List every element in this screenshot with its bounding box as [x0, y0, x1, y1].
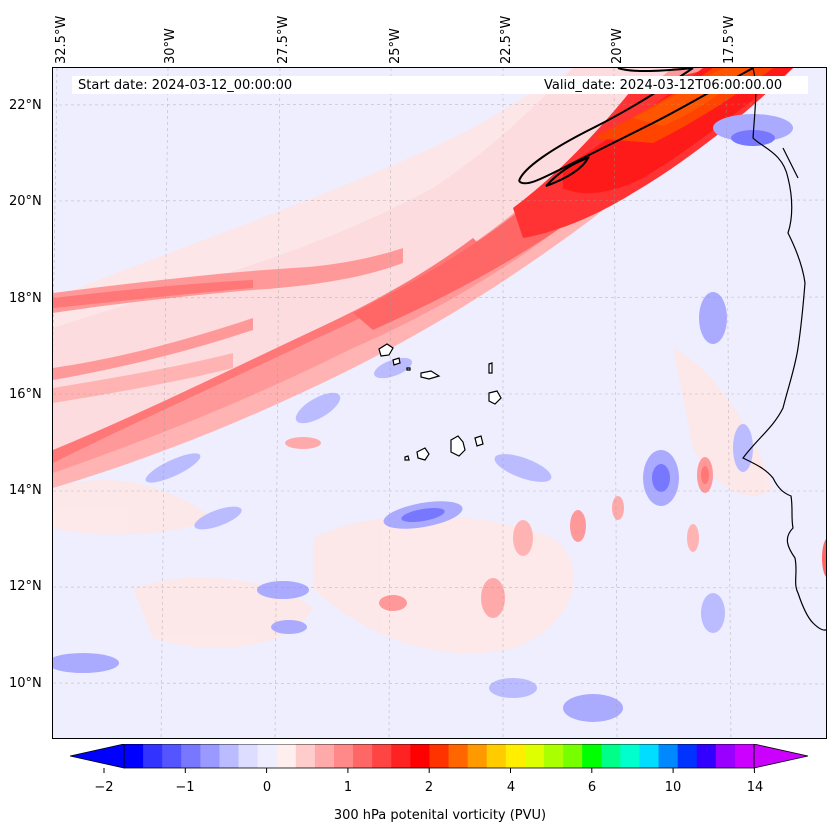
colorbar-cell — [314, 744, 335, 768]
colorbar-tick-label: −2 — [94, 780, 114, 795]
colorbar-cell — [276, 744, 297, 768]
colorbar-cells — [124, 744, 755, 768]
colorbar-cell — [391, 744, 411, 768]
lon-label-27.5w: 27.5°W — [276, 15, 291, 64]
lat-label-16n: 16°N — [9, 387, 42, 402]
colorbar-cell — [448, 744, 469, 768]
colorbar-tick-label: 6 — [587, 780, 597, 795]
colorbar-outline — [123, 744, 755, 769]
colorbar-cell — [124, 744, 144, 768]
colorbar-cell — [162, 744, 182, 768]
colorbar-tick-label: −1 — [175, 780, 195, 795]
colorbar-tick-label: 10 — [664, 780, 682, 795]
colorbar-cell — [524, 744, 545, 768]
colorbar-cell — [486, 744, 507, 768]
valid-date-label: Valid_date: 2024-03-12T06:00:00.00 — [544, 78, 783, 93]
colorbar-cell — [505, 744, 526, 768]
lon-label-25w: 25°W — [388, 28, 403, 64]
pv-field-map — [53, 68, 826, 738]
colorbar-ticks — [103, 768, 755, 773]
graticule-grid — [53, 68, 826, 738]
lat-label-22n: 22°N — [9, 98, 42, 113]
lat-label-14n: 14°N — [9, 483, 42, 498]
colorbar-cell — [467, 744, 488, 768]
colorbar-tick-label: 14 — [746, 780, 764, 795]
colorbar-cell — [582, 744, 602, 768]
colorbar-tick-label: 4 — [506, 780, 516, 795]
start-date-label: Start date: 2024-03-12_00:00:00 — [78, 78, 293, 93]
colorbar — [70, 744, 809, 773]
colorbar-tick-label: 2 — [424, 780, 434, 795]
lon-label-20w: 20°W — [610, 28, 625, 64]
western-pv-band — [53, 248, 403, 403]
colorbar-min-extension — [70, 744, 125, 769]
colorbar-cell — [410, 744, 430, 768]
cape-verde-islands — [378, 343, 502, 461]
colorbar-cell — [658, 744, 679, 768]
colorbar-cell — [181, 744, 201, 768]
colorbar-cell — [715, 744, 736, 768]
lon-label-22.5w: 22.5°W — [499, 15, 514, 64]
lon-label-30w: 30°W — [163, 28, 178, 64]
colorbar-cell — [353, 744, 373, 768]
colorbar-cell — [544, 744, 564, 768]
header-date-bar — [72, 76, 808, 94]
colorbar-tick-label: 0 — [262, 780, 272, 795]
colorbar-cell — [639, 744, 660, 768]
colorbar-cell — [734, 744, 755, 768]
colorbar-cell — [563, 744, 583, 768]
pv-map-panel — [52, 67, 827, 739]
colorbar-cell — [601, 744, 621, 768]
coastline — [742, 68, 826, 631]
colorbar-cell — [372, 744, 392, 768]
colorbar-cell — [219, 744, 240, 768]
colorbar-cell — [295, 744, 316, 768]
negative-pv-patches — [53, 114, 793, 722]
colorbar-cell — [143, 744, 163, 768]
colorbar-cell — [696, 744, 717, 768]
colorbar-cell — [620, 744, 640, 768]
colorbar-tick-label: 1 — [343, 780, 353, 795]
colorbar-cell — [238, 744, 259, 768]
lat-label-18n: 18°N — [9, 291, 42, 306]
colorbar-cell — [334, 744, 354, 768]
lat-label-20n: 20°N — [9, 194, 42, 209]
lat-label-10n: 10°N — [9, 676, 42, 691]
lon-label-32.5w: 32.5°W — [54, 15, 69, 64]
lat-label-12n: 12°N — [9, 579, 42, 594]
colorbar-cell — [429, 744, 450, 768]
positive-pv-cells — [285, 437, 826, 618]
colorbar-title: 300 hPa potenital vorticity (PVU) — [333, 808, 547, 823]
colorbar-max-extension — [753, 744, 809, 769]
lon-label-17.5w: 17.5°W — [722, 15, 737, 64]
colorbar-cell — [677, 744, 698, 768]
colorbar-cell — [200, 744, 220, 768]
colorbar-cell — [257, 744, 278, 768]
